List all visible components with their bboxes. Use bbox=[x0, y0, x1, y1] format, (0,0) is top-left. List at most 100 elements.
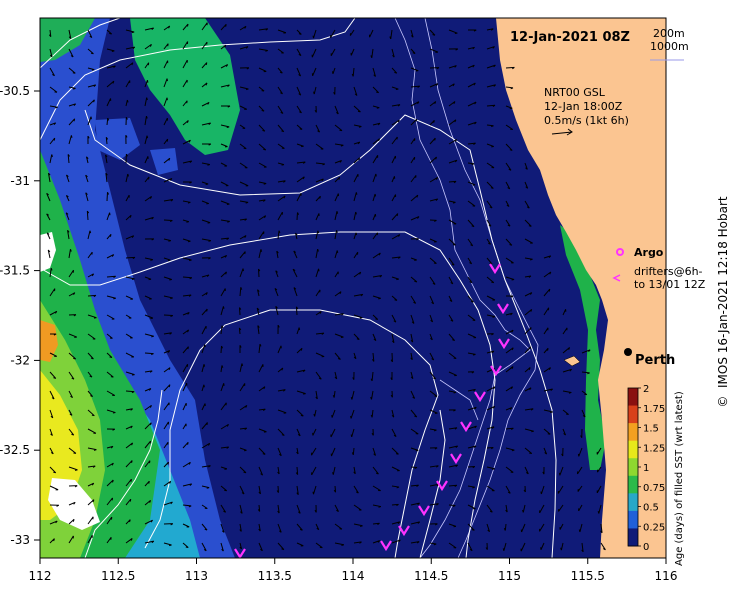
velocity-arrowhead bbox=[488, 224, 492, 227]
velocity-arrowhead bbox=[471, 529, 475, 531]
velocity-arrow bbox=[467, 181, 476, 186]
velocity-arrow bbox=[87, 352, 94, 360]
velocity-arrowhead bbox=[73, 118, 76, 122]
velocity-arrow bbox=[163, 257, 171, 261]
velocity-arrowhead bbox=[314, 509, 317, 513]
velocity-arrow bbox=[352, 447, 355, 455]
velocity-arrow bbox=[292, 268, 298, 278]
velocity-arrowhead bbox=[281, 164, 285, 166]
velocity-arrow bbox=[87, 67, 95, 71]
velocity-arrow bbox=[220, 124, 230, 128]
velocity-arrow bbox=[353, 314, 363, 319]
velocity-arrowhead bbox=[522, 509, 524, 513]
velocity-arrow bbox=[239, 105, 247, 110]
velocity-arrow bbox=[372, 295, 381, 299]
velocity-arrowhead bbox=[392, 54, 395, 58]
velocity-arrow bbox=[448, 314, 454, 322]
velocity-arrowhead bbox=[431, 358, 434, 361]
velocity-arrowhead bbox=[222, 306, 225, 309]
velocity-arrow bbox=[467, 352, 476, 355]
velocity-arrow bbox=[429, 176, 438, 183]
velocity-arrow bbox=[296, 86, 302, 96]
velocity-arrow bbox=[315, 352, 325, 357]
velocity-arrow bbox=[220, 181, 229, 187]
velocity-arrowhead bbox=[170, 501, 173, 505]
velocity-arrow bbox=[486, 426, 495, 430]
velocity-arrow bbox=[296, 390, 306, 395]
velocity-arrowhead bbox=[302, 161, 306, 164]
velocity-arrow bbox=[467, 465, 475, 468]
velocity-arrowhead bbox=[472, 64, 475, 68]
velocity-arrow bbox=[220, 271, 227, 278]
velocity-arrow bbox=[410, 428, 419, 435]
velocity-arrowhead bbox=[296, 306, 299, 310]
velocity-arrow bbox=[106, 333, 113, 339]
velocity-arrowhead bbox=[430, 337, 433, 341]
velocity-arrow bbox=[448, 65, 457, 69]
velocity-arrow bbox=[372, 232, 379, 240]
velocity-arrowhead bbox=[283, 180, 286, 183]
velocity-arrowhead bbox=[333, 489, 336, 493]
velocity-arrow bbox=[331, 409, 336, 418]
x-tick-label: 112 bbox=[29, 569, 52, 583]
velocity-arrow bbox=[163, 199, 173, 202]
velocity-arrowhead bbox=[111, 254, 115, 257]
velocity-arrowhead bbox=[431, 301, 434, 305]
colorbar: 2 1.75 1.5 1.25 1 0.75 0.5 0.25 0 bbox=[628, 384, 665, 553]
velocity-arrow bbox=[467, 238, 474, 247]
velocity-arrowhead bbox=[530, 309, 533, 312]
velocity-arrow bbox=[182, 461, 191, 468]
velocity-arrowhead bbox=[130, 425, 133, 429]
velocity-arrow bbox=[144, 314, 154, 319]
velocity-arrowhead bbox=[354, 93, 358, 96]
velocity-arrowhead bbox=[113, 65, 116, 69]
velocity-arrowhead bbox=[472, 353, 476, 356]
velocity-arrowhead bbox=[92, 465, 96, 468]
velocity-arrow bbox=[201, 181, 209, 185]
velocity-arrow bbox=[104, 154, 108, 164]
velocity-arrowhead bbox=[435, 156, 437, 160]
velocity-arrow bbox=[311, 48, 317, 58]
velocity-arrow bbox=[163, 157, 171, 164]
velocity-arrow bbox=[201, 82, 208, 88]
velocity-arrow bbox=[334, 352, 341, 360]
velocity-arrowhead bbox=[510, 386, 514, 390]
velocity-arrow bbox=[505, 312, 513, 316]
velocity-arrowhead bbox=[150, 259, 153, 261]
velocity-arrow bbox=[277, 211, 283, 221]
velocity-arrow bbox=[49, 485, 59, 491]
velocity-arrow bbox=[372, 522, 380, 525]
velocity-arrow bbox=[467, 46, 475, 50]
velocity-arrow bbox=[391, 314, 397, 323]
velocity-arrow bbox=[486, 314, 495, 318]
velocity-arrow bbox=[258, 105, 265, 112]
velocity-arrowhead bbox=[73, 292, 76, 296]
velocity-arrow bbox=[125, 352, 135, 358]
velocity-arrow bbox=[429, 257, 437, 264]
velocity-arrow bbox=[429, 156, 437, 164]
velocity-arrowhead bbox=[530, 408, 534, 411]
velocity-arrowhead bbox=[292, 268, 296, 272]
velocity-arrow bbox=[106, 516, 113, 525]
velocity-arrowhead bbox=[472, 486, 475, 489]
velocity-arrow bbox=[334, 504, 339, 512]
velocity-arrow bbox=[66, 174, 70, 183]
velocity-arrowhead bbox=[89, 35, 93, 38]
velocity-arrow bbox=[144, 460, 151, 468]
velocity-arrowhead bbox=[510, 312, 513, 316]
velocity-arrow bbox=[163, 421, 169, 430]
velocity-arrow bbox=[144, 388, 152, 392]
velocity-arrow bbox=[296, 347, 303, 354]
velocity-arrow bbox=[524, 367, 531, 373]
velocity-arrow bbox=[334, 124, 343, 132]
velocity-arrow bbox=[239, 466, 247, 474]
sst-age-band-green-northwest bbox=[40, 18, 95, 62]
velocity-arrow bbox=[275, 270, 279, 278]
colorbar-tick-label: 1 bbox=[643, 463, 649, 474]
velocity-arrow bbox=[448, 484, 457, 487]
velocity-arrow bbox=[467, 142, 476, 145]
velocity-arrowhead bbox=[277, 510, 280, 514]
velocity-arrowhead bbox=[561, 453, 564, 457]
velocity-arrowhead bbox=[529, 346, 532, 350]
velocity-arrowhead bbox=[472, 466, 476, 469]
